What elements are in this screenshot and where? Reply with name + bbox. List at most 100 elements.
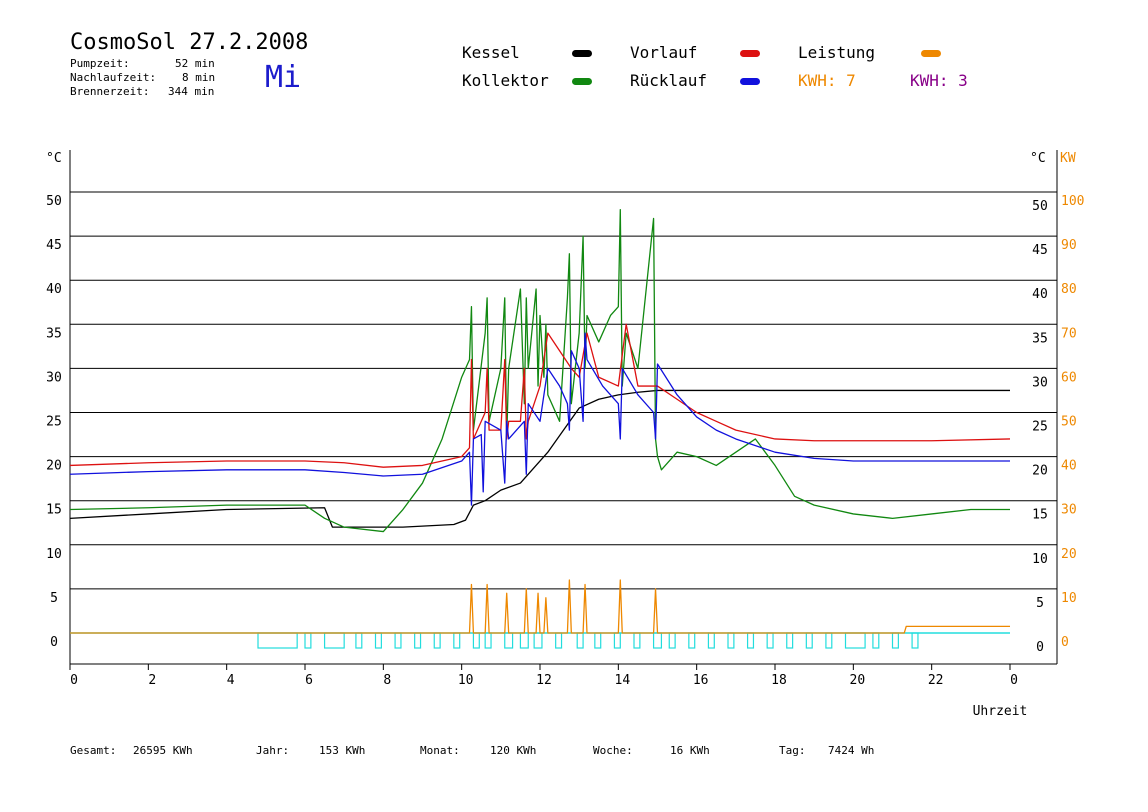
y-tick-label-right: 50 — [1032, 199, 1048, 214]
y-tick-label-left: 25 — [46, 415, 62, 430]
kw-tick-label: 60 — [1061, 370, 1077, 385]
pump-segment — [304, 632, 312, 649]
y-tick-label-left: 10 — [46, 547, 62, 562]
y-tick-label-left: 40 — [46, 282, 62, 297]
y-tick-label-right: 45 — [1032, 243, 1048, 258]
y-tick-label-right: 20 — [1032, 464, 1048, 479]
footer-tag-label: Tag: — [779, 744, 806, 757]
y-tick-label-right: 25 — [1032, 420, 1048, 435]
pump-segment — [355, 632, 363, 649]
pump-segment — [504, 632, 514, 649]
y-tick-label-right: 10 — [1032, 552, 1048, 567]
series-line-ruecklauf — [69, 332, 1010, 506]
series-line-leistung — [70, 579, 1010, 634]
y-tick-label-left: 45 — [46, 238, 62, 253]
legend-kessel-swatch — [572, 50, 592, 57]
kw-tick-label: 90 — [1061, 238, 1077, 253]
brenner-value: 344 min — [168, 85, 215, 98]
legend-ruecklauf: Rücklauf — [630, 71, 708, 90]
y-tick-label-right: 35 — [1032, 331, 1048, 346]
y-tick-label-right: 30 — [1032, 375, 1048, 390]
pump-segment — [257, 632, 298, 649]
legend-ruecklauf-swatch — [740, 78, 760, 85]
pump-segment — [519, 632, 529, 649]
pump-segment — [707, 632, 715, 649]
pump-segment — [613, 632, 621, 649]
nachlauf-label: Nachlaufzeit: — [70, 71, 157, 84]
footer-woche-label: Woche: — [593, 744, 633, 757]
pump-segment — [633, 632, 641, 649]
legend-kollektor-swatch — [572, 78, 592, 85]
kw-tick-label: 70 — [1061, 326, 1077, 341]
legend-kessel: Kessel — [462, 43, 520, 62]
x-tick-label: 20 — [850, 673, 866, 688]
x-tick-label: 4 — [227, 673, 235, 688]
y-tick-label-right: 5 — [1036, 596, 1044, 611]
kw-tick-label: 0 — [1061, 635, 1069, 650]
pump-segment — [453, 632, 461, 649]
x-tick-label: 6 — [305, 673, 313, 688]
kw-tick-label: 100 — [1061, 194, 1084, 209]
legend-kwh2: KWH: 3 — [910, 71, 968, 90]
legend-leistung-swatch — [921, 50, 941, 57]
pump-value: 52 min — [175, 57, 215, 70]
kw-tick-label: 40 — [1061, 459, 1077, 474]
y-tick-label-left: 5 — [50, 591, 58, 606]
legend-vorlauf: Vorlauf — [630, 43, 698, 62]
weekday-label: Mi — [265, 60, 302, 95]
footer-woche-value: 16 KWh — [670, 744, 710, 757]
pump-segment — [484, 632, 492, 649]
legend-vorlauf-swatch — [740, 50, 760, 57]
pump-segment — [872, 632, 880, 649]
pump-segment — [891, 632, 899, 649]
brenner-label: Brennerzeit: — [70, 85, 150, 98]
pump-segment — [433, 632, 441, 649]
pump-segment — [688, 632, 696, 649]
kw-tick-label: 50 — [1061, 415, 1077, 430]
kw-tick-label: 10 — [1061, 591, 1077, 606]
x-axis-title: Uhrzeit — [973, 704, 1028, 719]
x-tick-label: 0 — [70, 673, 78, 688]
x-tick-label: 16 — [693, 673, 709, 688]
footer-gesamt-value: 26595 KWh — [133, 744, 193, 757]
pump-segment — [472, 632, 480, 649]
kw-tick-label: 80 — [1061, 282, 1077, 297]
pump-label: Pumpzeit: — [70, 57, 130, 70]
pump-segment — [394, 632, 402, 649]
pump-segment — [844, 632, 866, 649]
kw-tick-label: 30 — [1061, 503, 1077, 518]
nachlauf-value: 8 min — [182, 71, 216, 84]
y-tick-label-right: 40 — [1032, 287, 1048, 302]
pump-segment — [825, 632, 833, 649]
y-axis-unit-left: °C — [46, 151, 62, 166]
legend-kollektor: Kollektor — [462, 71, 549, 90]
x-tick-label: 8 — [383, 673, 391, 688]
y-axis-unit-right: °C — [1030, 151, 1046, 166]
y-tick-label-left: 15 — [46, 503, 62, 518]
footer-monat-value: 120 KWh — [490, 744, 537, 757]
y-tick-label-left: 35 — [46, 326, 62, 341]
pump-segment — [746, 632, 755, 649]
footer-jahr-label: Jahr: — [256, 744, 290, 757]
pump-segment — [323, 632, 345, 649]
y-tick-label-left: 30 — [46, 370, 62, 385]
x-tick-label: 14 — [615, 673, 631, 688]
legend-kwh1: KWH: 7 — [798, 71, 856, 90]
legend-leistung: Leistung — [798, 43, 876, 62]
pump-segment — [805, 632, 813, 649]
pump-segment — [911, 632, 919, 649]
series-line-vorlauf — [69, 323, 1011, 468]
pump-segment — [555, 632, 563, 649]
pump-segment — [786, 632, 794, 649]
x-tick-label: 18 — [771, 673, 787, 688]
y-tick-label-left: 20 — [46, 459, 62, 474]
footer-jahr-value: 153 KWh — [319, 744, 366, 757]
footer-gesamt-label: Gesamt: — [70, 744, 117, 757]
kw-tick-label: 20 — [1061, 547, 1077, 562]
pump-segment — [374, 632, 382, 649]
y-tick-label-left: 50 — [46, 194, 62, 209]
kw-axis-unit: KW — [1060, 151, 1076, 166]
pump-segment — [533, 632, 543, 649]
page-title: CosmoSol 27.2.2008 — [70, 30, 309, 55]
